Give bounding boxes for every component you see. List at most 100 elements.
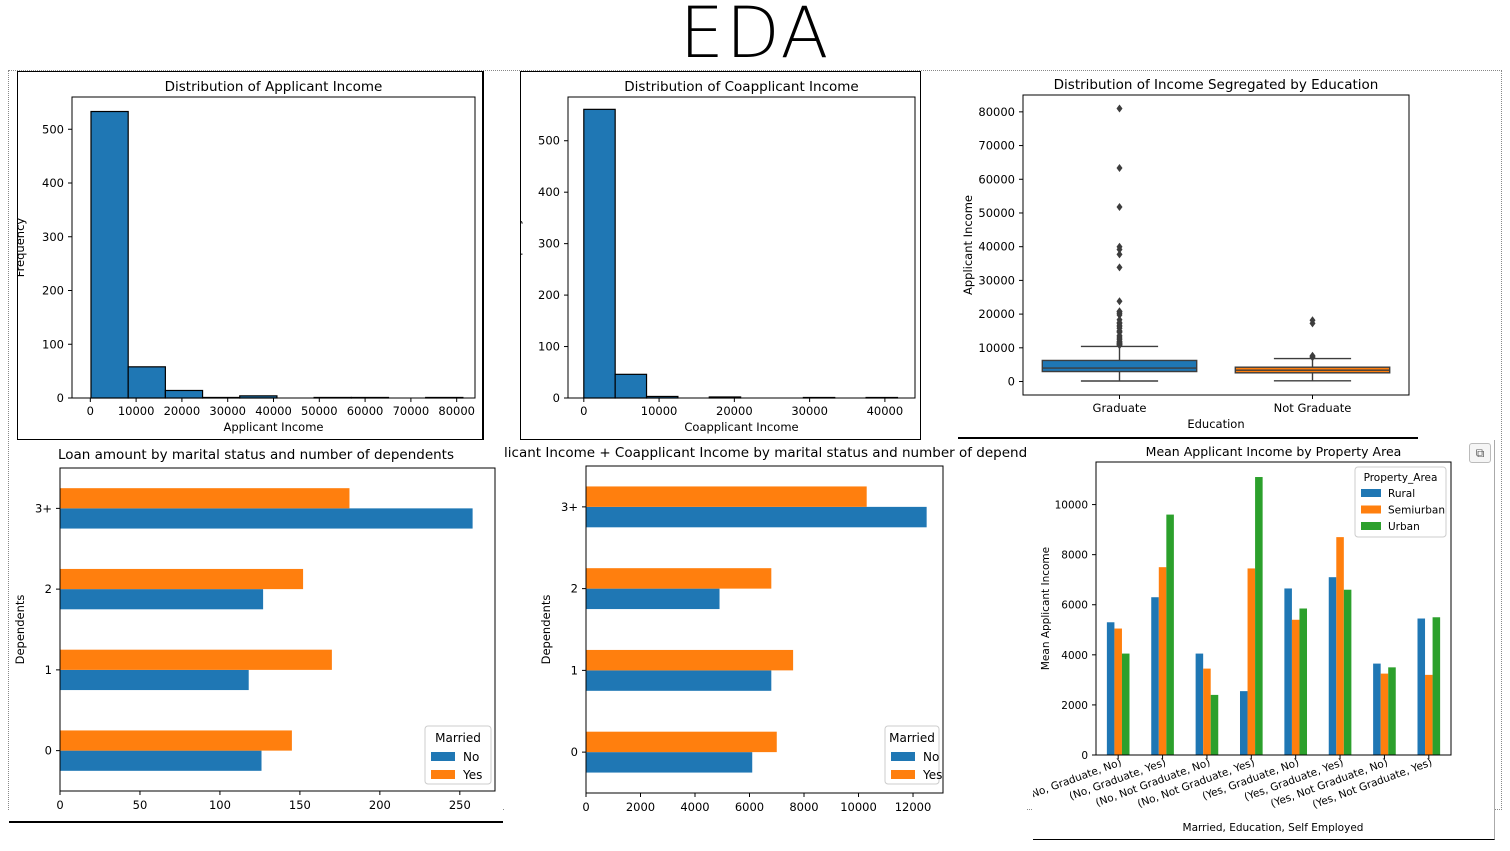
y-tick-label: 0	[1008, 375, 1015, 389]
x-tick-label: 0	[56, 798, 63, 812]
x-axis-label: Coapplicant Income	[684, 420, 798, 434]
bar-no	[586, 752, 753, 773]
legend-title: Married	[889, 731, 935, 745]
y-tick-label: 1	[571, 663, 578, 677]
x-tick-label: 8000	[789, 800, 818, 814]
legend-label: Urban	[1388, 521, 1420, 533]
chart-title: Distribution of Coapplicant Income	[624, 79, 858, 95]
bar-semiurban	[1247, 568, 1256, 755]
x-tick-label: 0	[580, 404, 587, 418]
x-tick-label: 70000	[393, 404, 430, 418]
bar-yes	[60, 649, 332, 670]
y-tick-label: 40000	[978, 240, 1015, 254]
y-tick-label: 3+	[561, 500, 578, 514]
bar-urban	[1121, 653, 1130, 755]
bar-semiurban	[1380, 673, 1389, 755]
x-tick-label: 0	[87, 404, 94, 418]
page-title: EDA	[679, 0, 831, 74]
x-tick-label: 20000	[716, 404, 753, 418]
chart-total-income-hbar: 0 1 2 3+ 0 2000 4000 6000 8000 10000 12000 Applican…	[505, 445, 1027, 814]
panel-coapplicant-income: 0 10000 20000 30000 40000 0 100 200 300 400 500 Dis…	[520, 71, 921, 440]
legend-label: No	[463, 750, 479, 764]
y-tick-label: 80000	[978, 105, 1015, 119]
bar-no	[586, 670, 772, 691]
x-axis-label: Applicant Income	[224, 420, 324, 434]
chart-title: Mean Applicant Income by Property Area	[1146, 444, 1402, 459]
y-axis-label: Dependents	[13, 595, 27, 665]
y-tick-label: 0	[57, 391, 64, 405]
y-tick-label: 3+	[35, 501, 52, 515]
outlier-point	[1309, 353, 1316, 362]
y-tick-label: 2	[45, 582, 52, 596]
bar-yes	[586, 649, 794, 671]
x-tick-label: Not Graduate	[1274, 401, 1352, 415]
x-tick-label: 10000	[641, 404, 678, 418]
bar-semiurban	[1158, 567, 1167, 755]
y-axis-label: Frequency	[521, 218, 523, 278]
outlier-point	[1116, 104, 1123, 113]
x-tick-label: 4000	[680, 800, 709, 814]
chart-applicant-income-histogram: 0 10000 20000 30000 40000 50000 60000 70000 8000…	[18, 79, 476, 434]
legend-label: Yes	[922, 768, 942, 782]
x-axis-label: Education	[1187, 417, 1244, 431]
x-tick-label: 60000	[347, 404, 384, 418]
legend-swatch	[891, 752, 915, 761]
bar-urban	[1166, 514, 1174, 755]
y-tick-label: 50000	[978, 206, 1015, 220]
y-tick-label: 400	[538, 185, 560, 199]
x-tick-label: 100	[209, 798, 231, 812]
y-tick-label: 300	[538, 237, 560, 251]
bar-yes	[60, 488, 350, 509]
bar-no	[60, 589, 264, 610]
bar-rural	[1284, 588, 1292, 755]
x-tick-label: 10000	[840, 800, 877, 814]
histogram-bar	[90, 110, 129, 399]
outlier-point	[1116, 311, 1123, 320]
bar-semiurban	[1336, 537, 1344, 755]
y-tick-label: 4000	[1061, 650, 1088, 662]
bar-rural	[1417, 618, 1426, 755]
y-tick-label: 500	[538, 134, 560, 148]
bar-rural	[1151, 597, 1159, 755]
y-axis-label: Applicant Income	[961, 195, 975, 295]
bar-rural	[1239, 691, 1248, 755]
y-tick-label: 200	[538, 288, 560, 302]
bar-urban	[1432, 617, 1441, 755]
copy-icon[interactable]: ⧉	[1469, 443, 1491, 463]
x-tick-label: 40000	[867, 404, 904, 418]
y-tick-label: 100	[42, 337, 64, 351]
legend-label: No	[923, 750, 939, 764]
y-tick-label: 300	[42, 230, 64, 244]
chart-title: Distribution of Applicant Income	[165, 79, 383, 95]
y-tick-label: 10000	[978, 341, 1015, 355]
bar-semiurban	[1425, 674, 1433, 755]
legend-swatch	[891, 770, 915, 779]
y-tick-label: 70000	[978, 139, 1015, 153]
bar-no	[60, 669, 249, 691]
bar-rural	[1195, 653, 1204, 755]
bar-urban	[1255, 477, 1263, 755]
x-tick-label: 0	[582, 800, 589, 814]
x-tick-label: 50000	[301, 404, 338, 418]
y-tick-label: 2	[571, 582, 578, 596]
bar-no	[60, 750, 262, 771]
x-tick-label: 80000	[438, 404, 475, 418]
x-tick-label: Graduate	[1093, 401, 1147, 415]
x-tick-label: 10000	[118, 404, 155, 418]
legend-title: Married	[435, 731, 481, 745]
x-tick-label: 12000	[895, 800, 932, 814]
y-axis-label: Mean Applicant Income	[1040, 547, 1052, 670]
y-tick-label: 8000	[1061, 550, 1088, 562]
y-tick-label: 1	[45, 663, 52, 677]
y-tick-label: 500	[42, 122, 64, 136]
legend-box	[424, 725, 492, 785]
outlier-point	[1116, 203, 1123, 212]
y-tick-label: 400	[42, 176, 64, 190]
histogram-bar	[127, 366, 166, 399]
x-tick-label: 250	[449, 798, 471, 812]
outlier-point	[1116, 250, 1123, 259]
bar-no	[60, 508, 473, 529]
bar-yes	[586, 731, 777, 753]
chart-property-area-bar: (No, Graduate, No)(No, Graduate, Yes)(No…	[1033, 444, 1452, 834]
bar-yes	[586, 486, 867, 507]
